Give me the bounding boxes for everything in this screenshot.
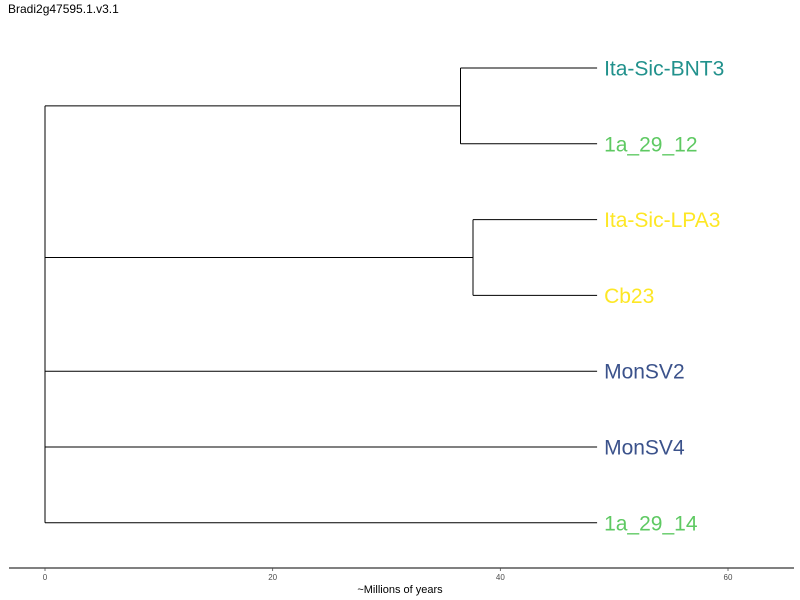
x-axis-tick-label: 60: [724, 573, 733, 582]
leaf-label: 1a_29_14: [604, 512, 698, 535]
leaf-label: MonSV2: [604, 361, 685, 384]
leaf-label: 1a_29_12: [604, 133, 697, 156]
gene-title: Bradi2g47595.1.v3.1: [8, 2, 119, 16]
leaf-labels-group: Ita-Sic-BNT3 1a_29_12 Ita-Sic-LPA3 Cb23 MonS…: [604, 58, 724, 536]
x-axis-tick-label: 0: [43, 573, 48, 582]
leaf-label: Cb23: [604, 285, 654, 308]
leaf-label: MonSV4: [604, 437, 685, 460]
x-axis-title: ~Millions of years: [357, 584, 443, 596]
x-axis-tick-label: 20: [268, 573, 277, 582]
branches-group: [44, 67, 598, 524]
x-axis-tick-label: 40: [496, 573, 505, 582]
leaf-label: Ita-Sic-LPA3: [604, 209, 720, 232]
x-axis: 0 20 40 60 ~Millions of years: [9, 567, 794, 596]
leaf-label: Ita-Sic-BNT3: [604, 58, 724, 81]
x-axis-ticks: 0 20 40 60: [43, 568, 733, 582]
